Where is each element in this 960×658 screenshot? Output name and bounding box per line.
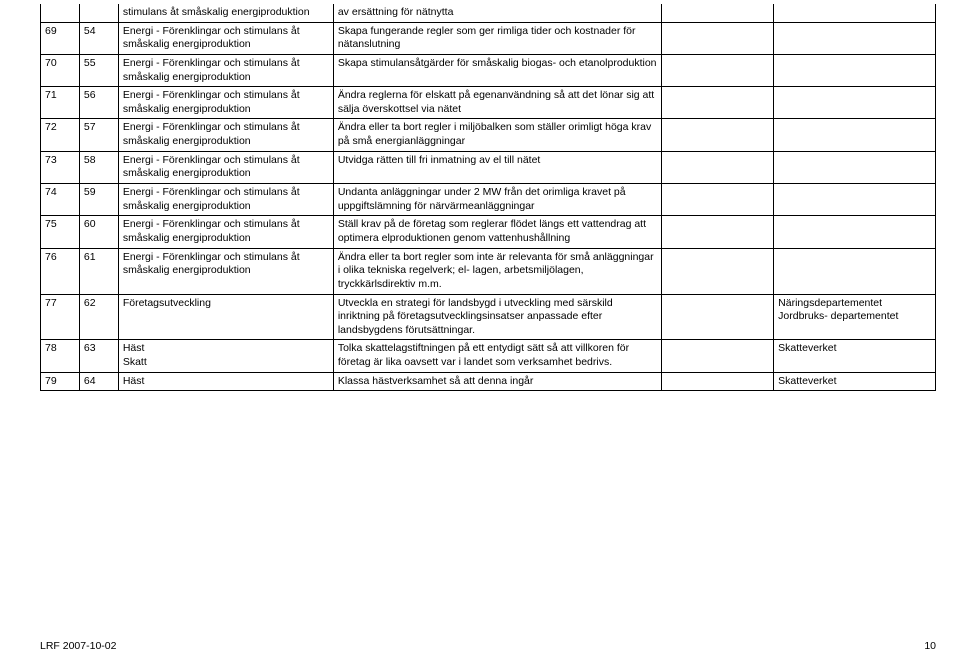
page-footer: LRF 2007-10-02 10 (40, 640, 936, 652)
col-5 (661, 87, 774, 119)
col-description: Ställ krav på de företag som reglerar fl… (333, 216, 661, 248)
col-category: Energi - Förenklingar och stimulans åt s… (118, 216, 333, 248)
col-description: Skapa stimulansåtgärder för småskalig bi… (333, 54, 661, 86)
col-description: Utvidga rätten till fri inmatning av el … (333, 151, 661, 183)
col-seq1: 77 (41, 294, 80, 340)
col-seq2 (79, 4, 118, 22)
col-category: Energi - Förenklingar och stimulans åt s… (118, 248, 333, 294)
col-seq1 (41, 4, 80, 22)
col-seq1: 70 (41, 54, 80, 86)
table-row: 7964HästKlassa hästverksamhet så att den… (41, 372, 936, 391)
col-5 (661, 22, 774, 54)
page: stimulans åt småskalig energiproduktiona… (0, 0, 960, 658)
col-description: Tolka skattelagstiftningen på ett entydi… (333, 340, 661, 372)
table-row: 7055Energi - Förenklingar och stimulans … (41, 54, 936, 86)
col-5 (661, 119, 774, 151)
col-seq2: 61 (79, 248, 118, 294)
col-description: Utveckla en strategi för landsbygd i utv… (333, 294, 661, 340)
col-category: Energi - Förenklingar och stimulans åt s… (118, 151, 333, 183)
col-5 (661, 372, 774, 391)
col-5 (661, 4, 774, 22)
footer-left: LRF 2007-10-02 (40, 640, 116, 652)
table-row: 7560Energi - Förenklingar och stimulans … (41, 216, 936, 248)
col-category: Energi - Förenklingar och stimulans åt s… (118, 22, 333, 54)
col-responsible (774, 151, 936, 183)
table-row: 7863HästSkattTolka skattelagstiftningen … (41, 340, 936, 372)
col-seq1: 73 (41, 151, 80, 183)
col-description: av ersättning för nätnytta (333, 4, 661, 22)
col-seq2: 60 (79, 216, 118, 248)
table-row: 7156Energi - Förenklingar och stimulans … (41, 87, 936, 119)
data-table: stimulans åt småskalig energiproduktiona… (40, 4, 936, 391)
col-responsible: Näringsdepartementet Jordbruks- departem… (774, 294, 936, 340)
col-seq1: 71 (41, 87, 80, 119)
col-category: Företagsutveckling (118, 294, 333, 340)
col-5 (661, 184, 774, 216)
col-seq2: 63 (79, 340, 118, 372)
col-seq1: 76 (41, 248, 80, 294)
col-seq2: 59 (79, 184, 118, 216)
col-5 (661, 54, 774, 86)
table-row: stimulans åt småskalig energiproduktiona… (41, 4, 936, 22)
col-seq2: 55 (79, 54, 118, 86)
table-row: 7459Energi - Förenklingar och stimulans … (41, 184, 936, 216)
col-responsible (774, 119, 936, 151)
col-responsible (774, 248, 936, 294)
col-seq1: 69 (41, 22, 80, 54)
col-seq1: 79 (41, 372, 80, 391)
col-description: Ändra eller ta bort regler i miljöbalken… (333, 119, 661, 151)
col-5 (661, 151, 774, 183)
col-description: Ändra eller ta bort regler som inte är r… (333, 248, 661, 294)
col-responsible (774, 22, 936, 54)
col-description: Ändra reglerna för elskatt på egenanvänd… (333, 87, 661, 119)
col-category: Häst (118, 372, 333, 391)
col-seq2: 64 (79, 372, 118, 391)
col-seq2: 58 (79, 151, 118, 183)
col-category: Energi - Förenklingar och stimulans åt s… (118, 119, 333, 151)
table-row: 7762FöretagsutvecklingUtveckla en strate… (41, 294, 936, 340)
col-category: Energi - Förenklingar och stimulans åt s… (118, 184, 333, 216)
col-responsible (774, 184, 936, 216)
col-seq1: 74 (41, 184, 80, 216)
col-description: Skapa fungerande regler som ger rimliga … (333, 22, 661, 54)
table-row: 7661Energi - Förenklingar och stimulans … (41, 248, 936, 294)
table-row: 7358Energi - Förenklingar och stimulans … (41, 151, 936, 183)
col-responsible (774, 216, 936, 248)
col-seq1: 72 (41, 119, 80, 151)
col-seq1: 75 (41, 216, 80, 248)
col-5 (661, 340, 774, 372)
col-seq2: 57 (79, 119, 118, 151)
col-seq2: 54 (79, 22, 118, 54)
col-seq2: 62 (79, 294, 118, 340)
table-row: 6954Energi - Förenklingar och stimulans … (41, 22, 936, 54)
col-responsible (774, 87, 936, 119)
col-description: Undanta anläggningar under 2 MW från det… (333, 184, 661, 216)
col-category: HästSkatt (118, 340, 333, 372)
col-responsible: Skatteverket (774, 372, 936, 391)
col-5 (661, 248, 774, 294)
col-category: stimulans åt småskalig energiproduktion (118, 4, 333, 22)
col-5 (661, 294, 774, 340)
col-seq2: 56 (79, 87, 118, 119)
col-responsible (774, 54, 936, 86)
col-responsible (774, 4, 936, 22)
col-category: Energi - Förenklingar och stimulans åt s… (118, 87, 333, 119)
col-5 (661, 216, 774, 248)
col-category: Energi - Förenklingar och stimulans åt s… (118, 54, 333, 86)
table-row: 7257Energi - Förenklingar och stimulans … (41, 119, 936, 151)
col-seq1: 78 (41, 340, 80, 372)
footer-page-number: 10 (924, 640, 936, 652)
col-responsible: Skatteverket (774, 340, 936, 372)
col-description: Klassa hästverksamhet så att denna ingår (333, 372, 661, 391)
